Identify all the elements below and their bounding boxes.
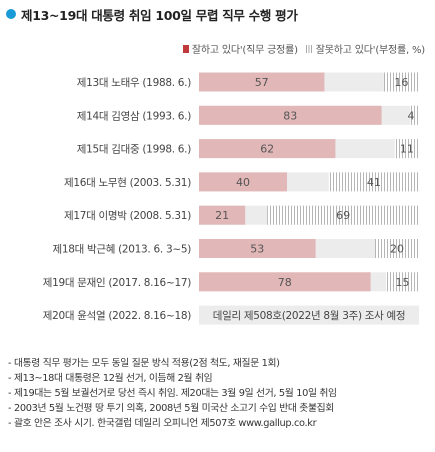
negative-bar bbox=[267, 205, 419, 225]
negative-bar bbox=[383, 72, 419, 92]
pending-survey-note: 데일리 제508호(2022년 8월 3주) 조사 예정 bbox=[213, 309, 406, 322]
positive-bar bbox=[199, 205, 246, 225]
positive-bar bbox=[199, 172, 287, 192]
legend-positive-swatch bbox=[182, 44, 189, 53]
row-label: 제16대 노무현 (2003. 5.31) bbox=[64, 177, 191, 189]
footnote-2: - 제13~18대 대통령은 12월 선거, 이듬해 2월 취임 bbox=[8, 373, 213, 384]
legend-positive-label: 잘하고 있다'(직무 긍정률) bbox=[191, 45, 298, 56]
negative-value-label: 4 bbox=[408, 109, 415, 122]
negative-value-label: 69 bbox=[336, 209, 350, 222]
legend-negative-swatch bbox=[305, 44, 313, 53]
negative-bar bbox=[386, 272, 419, 292]
footnote-5: - 괄호 안은 조사 시기. 한국갤럽 데일리 오피니언 제507호 www.g… bbox=[8, 418, 317, 429]
negative-value-label: 16 bbox=[394, 76, 408, 89]
positive-value-label: 62 bbox=[260, 143, 274, 156]
row-label: 제14대 김영삼 (1993. 6.) bbox=[77, 110, 191, 122]
row-label: 제15대 김대중 (1998. 6.) bbox=[77, 144, 191, 156]
positive-bar bbox=[199, 105, 382, 125]
negative-bar bbox=[394, 139, 419, 159]
chart-title: 제13~19대 대통령 취임 100일 무렵 직무 수행 평가 bbox=[21, 7, 298, 23]
positive-bar bbox=[199, 72, 325, 92]
bar-track bbox=[199, 305, 419, 325]
bullet-dot-icon bbox=[6, 9, 16, 19]
title-row: 제13~19대 대통령 취임 100일 무렵 직무 수행 평가 bbox=[6, 4, 298, 24]
positive-value-label: 78 bbox=[278, 276, 292, 289]
footnote-4: - 2003년 5월 노건평 땅 투기 의혹, 2008년 5월 미국산 소고기… bbox=[8, 403, 334, 414]
positive-value-label: 57 bbox=[255, 76, 269, 89]
negative-bar bbox=[375, 239, 419, 258]
legend-positive: 잘하고 있다'(직무 긍정률) bbox=[182, 41, 298, 56]
footnote-3: - 제19대는 5월 보궐선거로 당선 즉시 취임. 제20대는 3월 9일 선… bbox=[8, 388, 337, 399]
footnote-1: - 대통령 직무 평가는 모두 동일 질문 방식 적용(2점 척도, 재질문 1… bbox=[8, 358, 280, 369]
positive-value-label: 40 bbox=[236, 176, 250, 189]
legend-negative-label: 잘못하고 있다'(부정률, %) bbox=[315, 45, 425, 56]
row-label: 제19대 문재인 (2017. 8.16~17) bbox=[43, 277, 191, 289]
row-label: 제18대 박근혜 (2013. 6. 3~5) bbox=[52, 244, 191, 256]
negative-value-label: 41 bbox=[367, 176, 381, 189]
negative-value-label: 15 bbox=[396, 276, 410, 289]
positive-value-label: 53 bbox=[250, 243, 264, 256]
footnotes: - 대통령 직무 평가는 모두 동일 질문 방식 적용(2점 척도, 재질문 1… bbox=[8, 356, 337, 431]
row-label: 제13대 노태우 (1988. 6.) bbox=[77, 77, 191, 89]
negative-value-label: 11 bbox=[400, 143, 414, 156]
negative-bar bbox=[410, 105, 419, 125]
legend: 잘하고 있다'(직무 긍정률) 잘못하고 있다'(부정률, %) bbox=[182, 41, 425, 56]
negative-value-label: 20 bbox=[390, 243, 404, 256]
row-label: 제20대 윤석열 (2022. 8.16~18) bbox=[43, 310, 191, 322]
legend-negative: 잘못하고 있다'(부정률, %) bbox=[305, 41, 425, 56]
negative-bar bbox=[328, 172, 419, 192]
positive-value-label: 21 bbox=[215, 209, 229, 222]
positive-bar bbox=[199, 272, 371, 292]
positive-value-label: 83 bbox=[283, 109, 297, 122]
row-label: 제17대 이명박 (2008. 5.31) bbox=[64, 210, 191, 222]
positive-bar bbox=[199, 239, 316, 258]
approval-bar-chart: 제13대 노태우 (1988. 6.) 57 16 제14대 김영삼 (1993. 6… bbox=[43, 72, 419, 325]
positive-bar bbox=[199, 139, 336, 159]
